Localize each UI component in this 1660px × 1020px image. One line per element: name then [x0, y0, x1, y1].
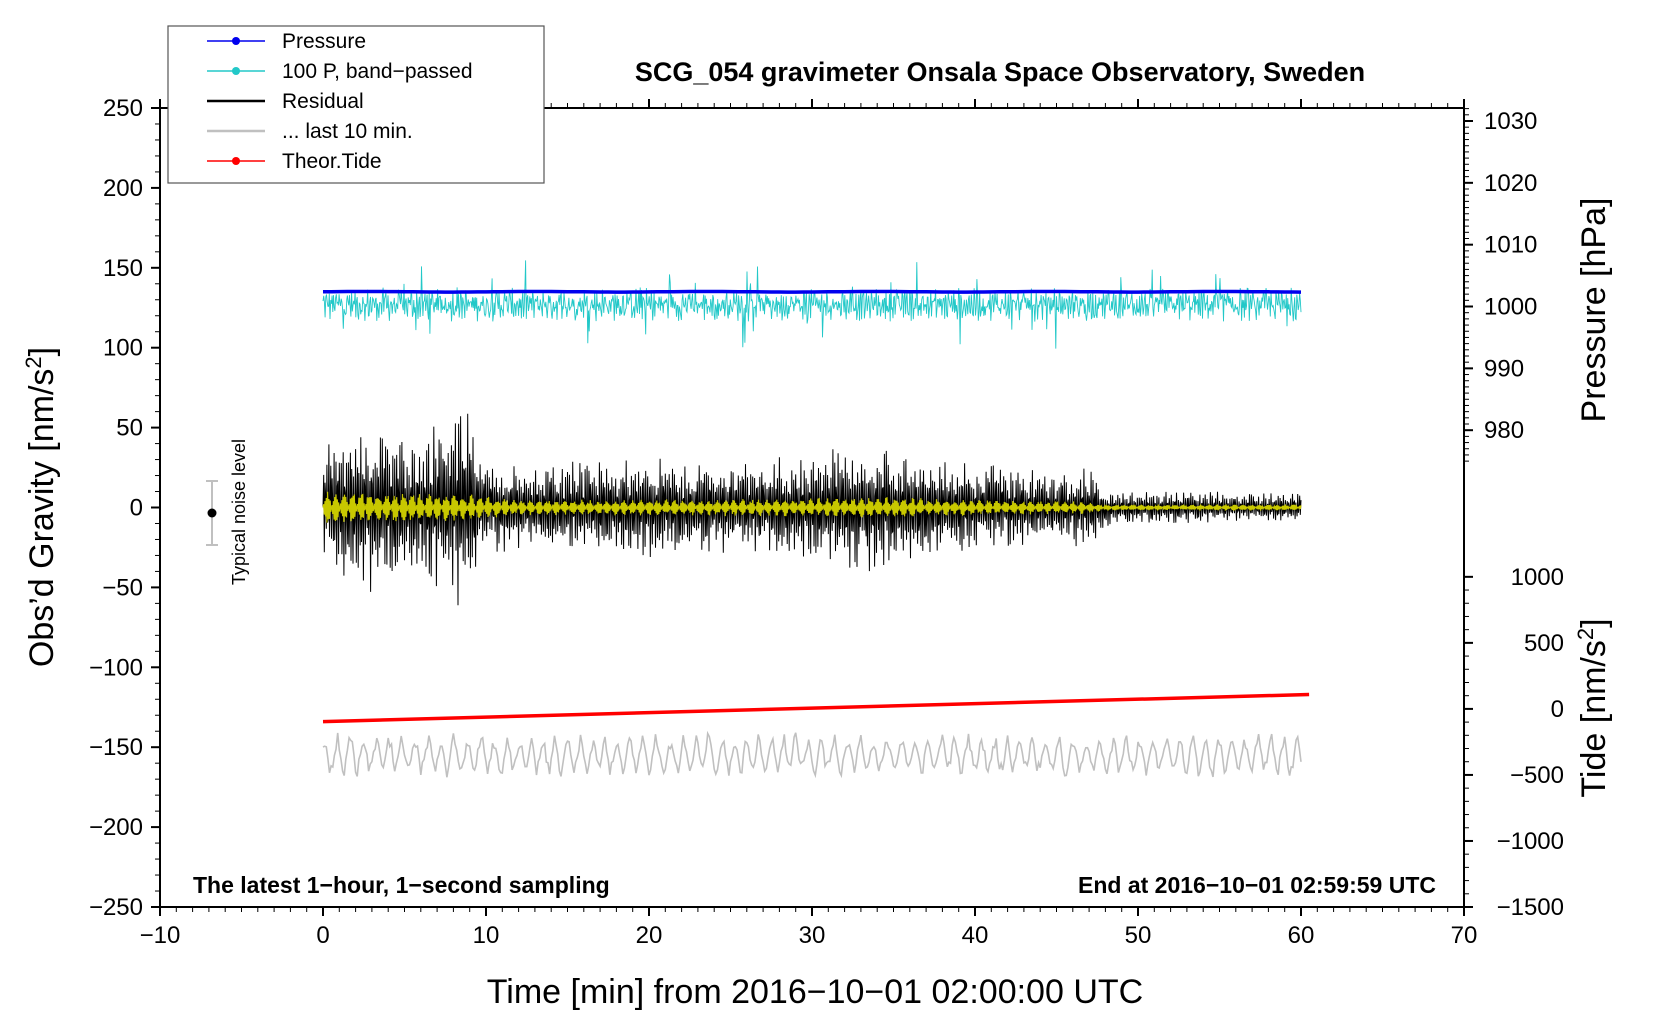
y-tick-label-left: 250	[103, 95, 143, 122]
tide-tick-label: −1000	[1497, 828, 1564, 855]
note-end-time: End at 2016−10−01 02:59:59 UTC	[1078, 872, 1436, 898]
pressure-tick-label: 1020	[1484, 170, 1537, 197]
legend-entry: Residual	[207, 90, 364, 113]
y-tick-label-left: −150	[89, 734, 143, 761]
y-tick-label-left: 200	[103, 175, 143, 202]
series-theoretical-tide	[322, 692, 1310, 724]
x-tick-label: 30	[799, 922, 826, 949]
pressure-tick-label: 1000	[1484, 294, 1537, 321]
x-tick-label: 70	[1451, 922, 1478, 949]
y-axis-title-left: Obs’d Gravity [nm/s2]	[21, 347, 61, 667]
x-tick-label: 50	[1125, 922, 1152, 949]
y-tick-label-left: −250	[89, 894, 143, 921]
x-tick-label: 10	[473, 922, 500, 949]
pressure-tick-label: 1030	[1484, 108, 1537, 135]
chart-title: SCG_054 gravimeter Onsala Space Observat…	[635, 57, 1365, 87]
legend-items: Pressure 100 P, band−passed Residual ... la…	[207, 30, 473, 173]
legend-entry: Pressure	[207, 30, 366, 53]
series-residual-filtered	[322, 491, 1302, 523]
noise-label: Typical noise level	[229, 439, 249, 585]
legend-marker	[232, 37, 240, 45]
series-pressure	[322, 289, 1302, 294]
x-tick-label: 20	[636, 922, 663, 949]
tide-tick-label: −500	[1510, 762, 1564, 789]
pressure-tick-label: 980	[1484, 417, 1524, 444]
x-tick-label: 0	[316, 922, 329, 949]
legend: Pressure 100 P, band−passed Residual ... la…	[167, 25, 545, 184]
series-last-10-min	[322, 730, 1302, 779]
legend-label: Theor.Tide	[282, 150, 382, 173]
legend-box	[167, 25, 545, 184]
axis-ticks: −10 0 10 20 30 40 50 60 70250200150100500−50−100…	[89, 95, 1564, 949]
tide-tick-label: 1000	[1511, 564, 1564, 591]
tide-tick-label: 500	[1524, 630, 1564, 657]
y-tick-label-left: 0	[130, 495, 143, 522]
y-axis-title-pressure: Pressure [hPa]	[1575, 198, 1613, 423]
legend-marker	[232, 67, 240, 75]
series-pressure-bandpassed	[322, 260, 1302, 349]
pressure-tick-label: 1010	[1484, 232, 1537, 259]
y-tick-label-left: −100	[89, 654, 143, 681]
series-layer	[322, 260, 1310, 779]
x-tick-label: −10	[140, 922, 181, 949]
legend-label: Residual	[282, 90, 364, 113]
legend-entry: Theor.Tide	[207, 150, 382, 173]
x-tick-label: 40	[962, 922, 989, 949]
y-tick-label-left: 100	[103, 335, 143, 362]
legend-label: ... last 10 min.	[282, 120, 413, 143]
noise-level-marker: Typical noise level	[206, 439, 249, 585]
y-axis-title-tide: Tide [nm/s2]	[1573, 618, 1613, 797]
legend-entry: ... last 10 min.	[207, 120, 413, 143]
y-tick-label-left: 50	[116, 415, 143, 442]
y-tick-label-left: −200	[89, 814, 143, 841]
tide-tick-label: 0	[1551, 696, 1564, 723]
legend-entry: 100 P, band−passed	[207, 60, 473, 83]
pressure-tick-label: 990	[1484, 355, 1524, 382]
legend-label: 100 P, band−passed	[282, 60, 473, 83]
x-tick-label: 60	[1288, 922, 1315, 949]
y-tick-label-left: 150	[103, 255, 143, 282]
tide-tick-label: −1500	[1497, 894, 1564, 921]
x-axis-title: Time [min] from 2016−10−01 02:00:00 UTC	[487, 973, 1143, 1011]
legend-marker	[232, 157, 240, 165]
y-tick-label-left: −50	[102, 574, 143, 601]
note-sampling: The latest 1−hour, 1−second sampling	[193, 872, 610, 898]
legend-label: Pressure	[282, 30, 366, 53]
noise-dot	[207, 508, 217, 518]
